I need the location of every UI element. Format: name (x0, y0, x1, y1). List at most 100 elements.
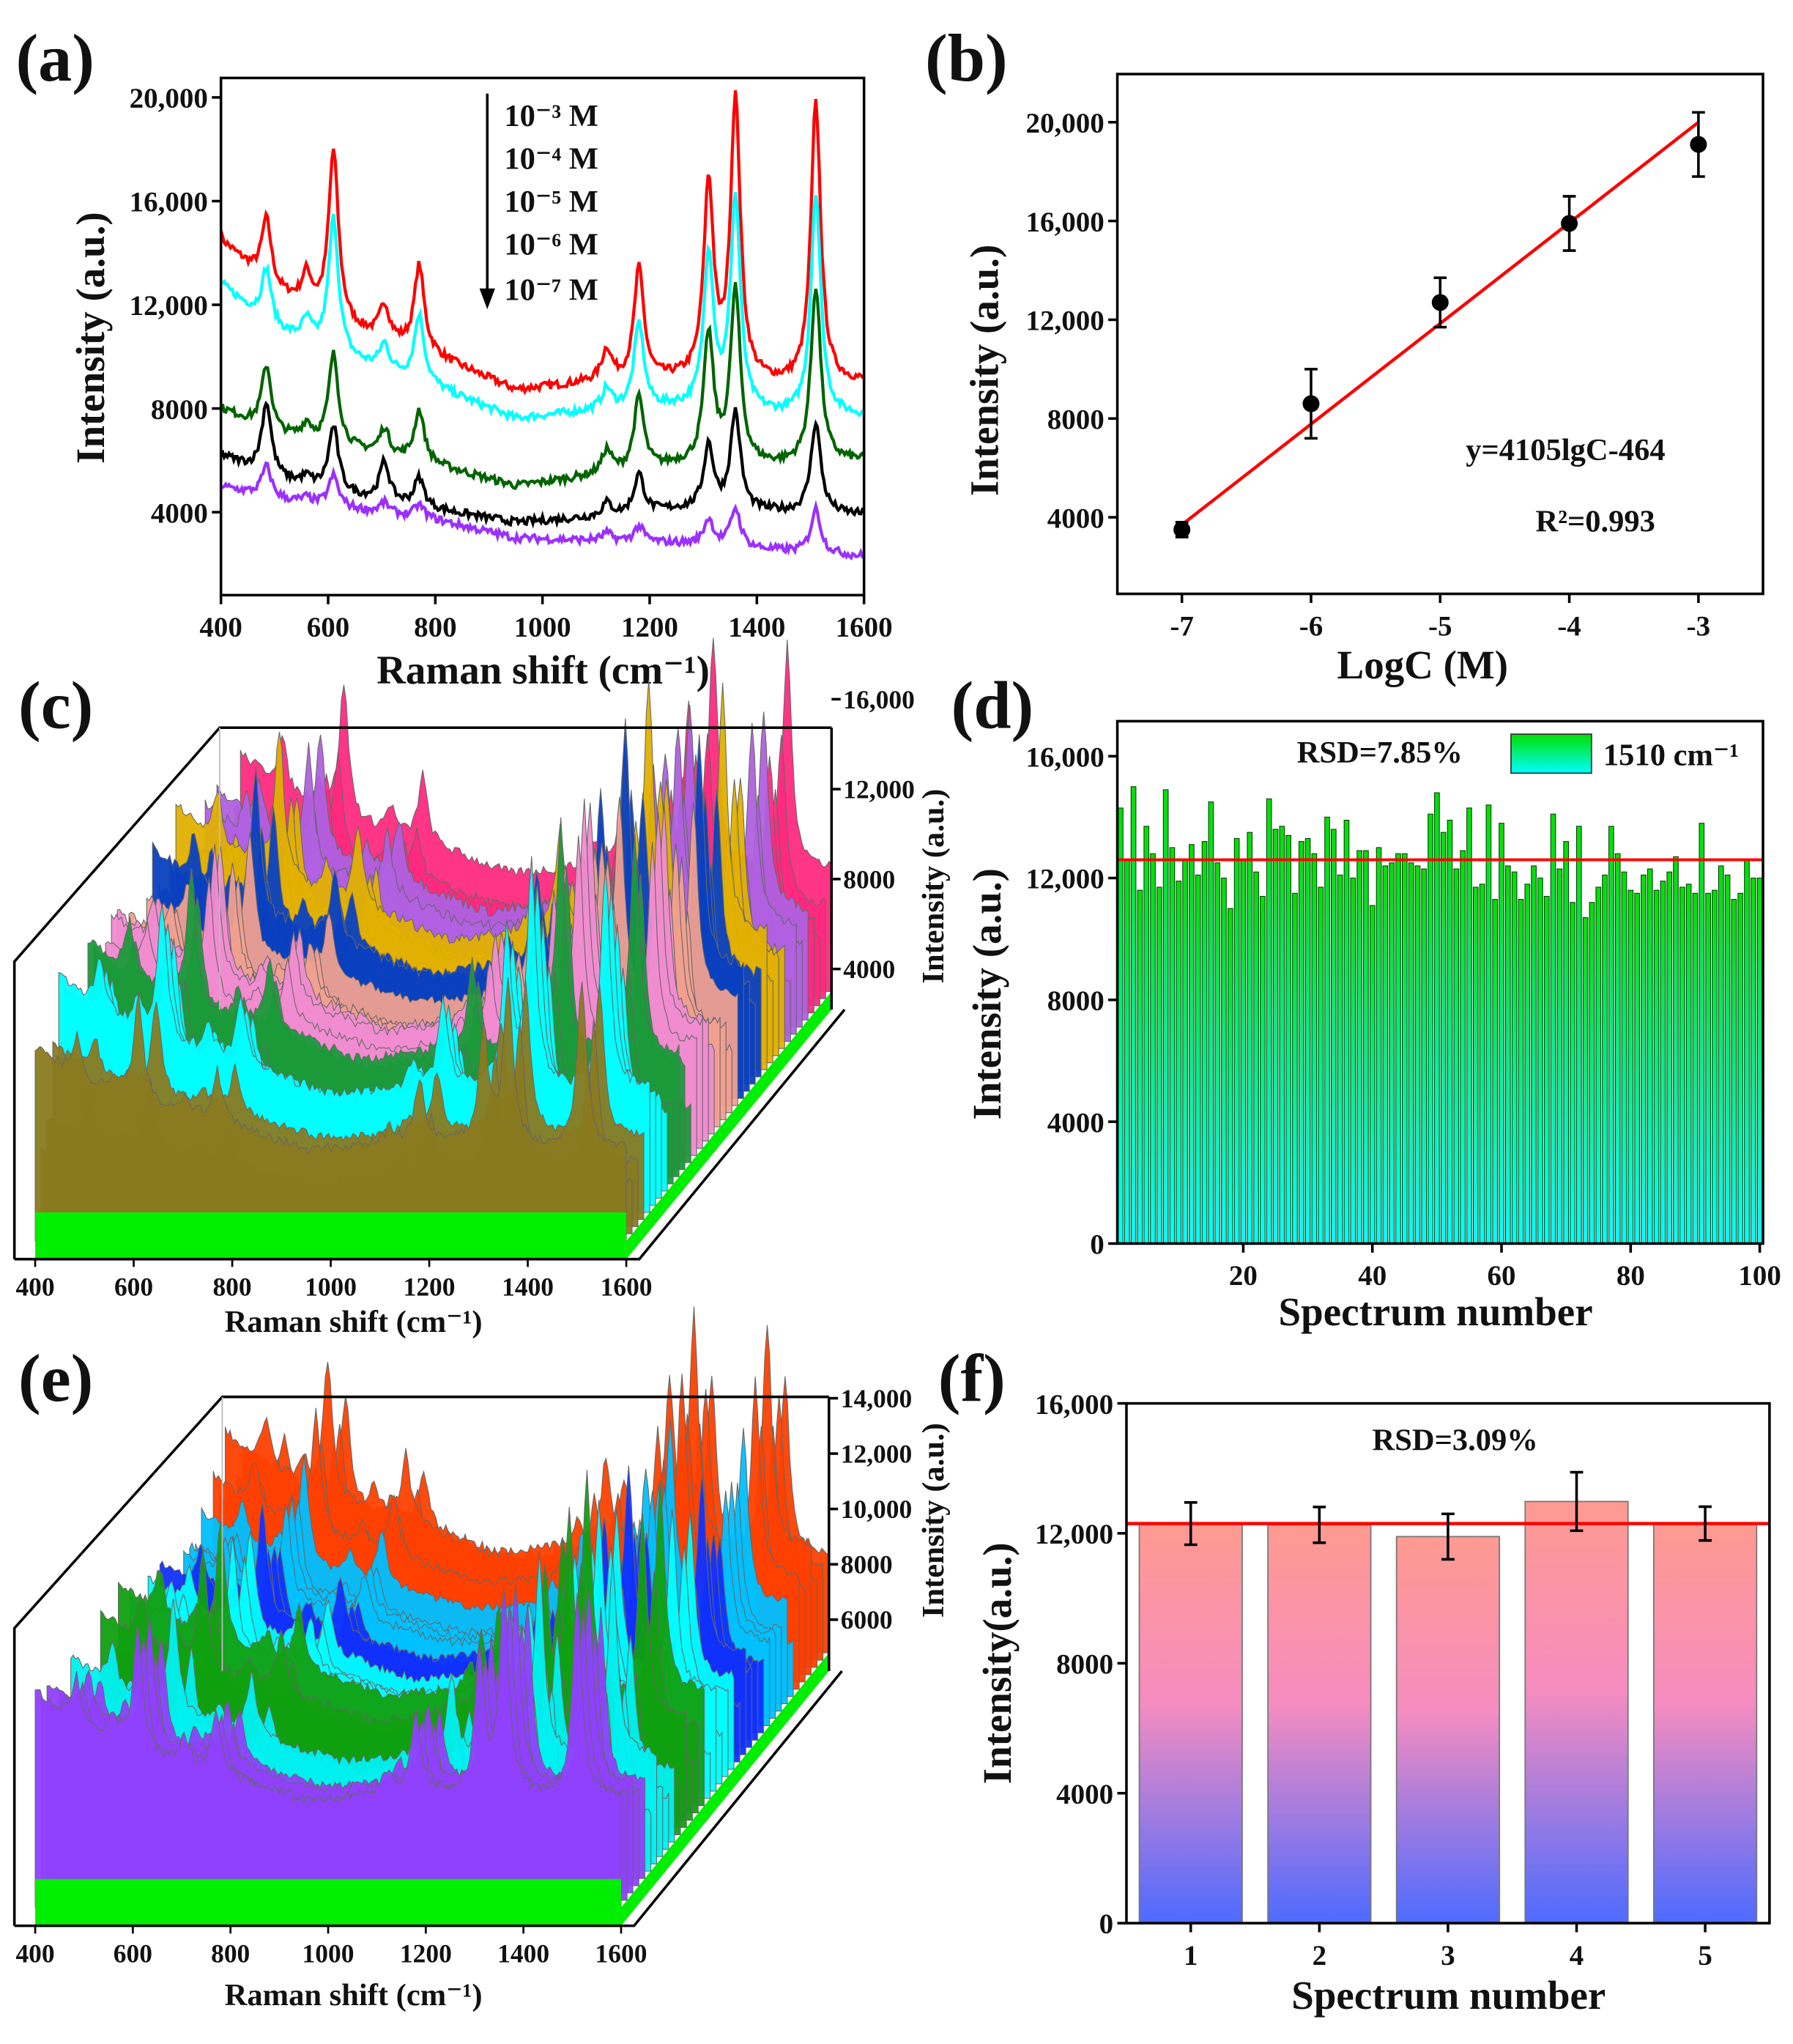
bar (1376, 847, 1382, 1244)
y-tick-label: 12,000 (1035, 1519, 1113, 1550)
bar (1124, 859, 1130, 1244)
bar (1641, 874, 1647, 1244)
bar (1614, 853, 1621, 1244)
bar (1511, 871, 1518, 1244)
bar (1318, 886, 1324, 1244)
bar (1162, 789, 1169, 1244)
y-axis-title: Intensity(a.u.) (975, 1542, 1020, 1784)
z-tick-label: 12,000 (843, 775, 915, 804)
front-face (35, 1878, 621, 1926)
bar (1479, 884, 1485, 1244)
x-tick-label: 800 (414, 612, 457, 643)
frame-outline (14, 1670, 843, 1928)
side-face (626, 991, 832, 1259)
panel-label-c: (c) (18, 667, 93, 742)
bar (1724, 874, 1731, 1244)
bar (1272, 829, 1279, 1244)
y-axis-title: Intensity (a.u.) (68, 212, 113, 464)
panel-label-f: (f) (938, 1341, 1006, 1415)
y-tick-label: 16,000 (130, 187, 208, 218)
bar (1440, 832, 1447, 1244)
bars (1117, 786, 1764, 1244)
z-axis-title: Intensity (a.u.) (916, 789, 951, 984)
z-tick-label: 6000 (841, 1605, 893, 1634)
bar (1311, 853, 1318, 1244)
bar (1182, 859, 1188, 1244)
panel-a-raman-spectra: 400 600 800 1000 1200 1400 1600 4000 8000 12,000 1… (68, 76, 893, 692)
legend-item: 10⁻⁵ M (504, 185, 598, 219)
z-tick-label: 8000 (843, 864, 895, 894)
bar (1382, 865, 1389, 1244)
x-tick-label: 400 (199, 612, 242, 643)
bar (1653, 889, 1660, 1244)
plot-frame (1115, 719, 1764, 1245)
bar (1685, 884, 1692, 1244)
bar (1363, 850, 1369, 1244)
data-point (1561, 215, 1578, 232)
data-point (1173, 521, 1191, 538)
x-tick-label: -4 (1557, 610, 1581, 642)
r-squared: R²=0.993 (1536, 504, 1655, 538)
spectrum-line (219, 281, 866, 490)
bar (1589, 902, 1595, 1244)
bar (1447, 819, 1453, 1244)
bar (1518, 899, 1524, 1244)
panel-b-calibration: -7 -6 -5 -4 -3 4000 8000 12,000 16,000 20,000 Int… (962, 73, 1764, 687)
panel-label-d: (d) (951, 667, 1033, 742)
legend: 10⁻³ M 10⁻⁴ M 10⁻⁵ M 10⁻⁶ M 10⁻⁷ M (504, 99, 598, 308)
bar (1350, 877, 1356, 1244)
3d-frame (12, 726, 846, 1261)
x-tick-label: 4 (1570, 1940, 1584, 1971)
spectra-lines (219, 90, 866, 560)
bar (1660, 881, 1666, 1244)
bar (1292, 892, 1298, 1244)
y-tick-label: 20,000 (1025, 108, 1104, 139)
bar (1570, 902, 1575, 1244)
bar (1428, 813, 1433, 1244)
x-tick-label: 1000 (514, 612, 571, 643)
y-tick-label: 8000 (1056, 1649, 1113, 1681)
bar (1531, 865, 1537, 1244)
panel-e-3d-waterfall: 6000 8000 10,000 12,000 14,000 400 600 800 1000 1… (12, 1306, 951, 2012)
y-tick-label: 0 (1099, 1908, 1114, 1940)
data-point (1690, 136, 1707, 153)
spectrum-line (220, 192, 864, 424)
x-tick-label: 1600 (595, 1939, 647, 1968)
bar (1195, 874, 1201, 1244)
x-tick-label: 40 (1358, 1260, 1386, 1292)
y-tick-label: 20,000 (130, 83, 208, 114)
bar (1221, 877, 1227, 1244)
x-tick-label: 100 (1738, 1260, 1781, 1292)
y-axis-title: Intensity (a.u.) (962, 245, 1006, 497)
x-tick-label: 3 (1441, 1940, 1455, 1971)
data-marks (1173, 111, 1707, 538)
bar (1524, 884, 1531, 1244)
y-tick-label: 12,000 (130, 290, 208, 322)
x-tick-label: 1400 (728, 612, 785, 643)
bar (1731, 899, 1737, 1244)
bar (1240, 859, 1247, 1244)
bar (1499, 823, 1504, 1244)
legend-item: 10⁻⁶ M (504, 228, 598, 262)
panel-d-uniformity-bars: 20 40 60 80 100 0 4000 8000 12,000 16,000 Intensi… (965, 719, 1781, 1334)
y-tick-label: 16,000 (1025, 741, 1104, 773)
y-tick-label: 12,000 (1025, 864, 1104, 895)
legend-swatch (1510, 733, 1592, 774)
bar (1401, 853, 1408, 1244)
bar (1214, 862, 1220, 1244)
bar (1460, 850, 1466, 1244)
bar (1673, 856, 1679, 1244)
y-tick-label: 4000 (1047, 1107, 1105, 1138)
z-tick-label: 4000 (843, 955, 895, 984)
rsd-annotation: RSD=3.09% (1372, 1423, 1537, 1457)
bar (1176, 881, 1182, 1244)
bar (1472, 886, 1479, 1244)
x-tick-label: 1200 (400, 1939, 452, 1968)
x-tick-label: 400 (15, 1939, 54, 1968)
bar (1298, 841, 1304, 1244)
bar (1356, 850, 1362, 1244)
bar (1169, 847, 1176, 1244)
y-tick-label: 12,000 (1025, 306, 1104, 337)
panel-f-reproducibility-bars: 1 2 3 4 5 0 4000 8000 12,000 16,000 Intensity(a.u… (975, 1389, 1771, 2018)
